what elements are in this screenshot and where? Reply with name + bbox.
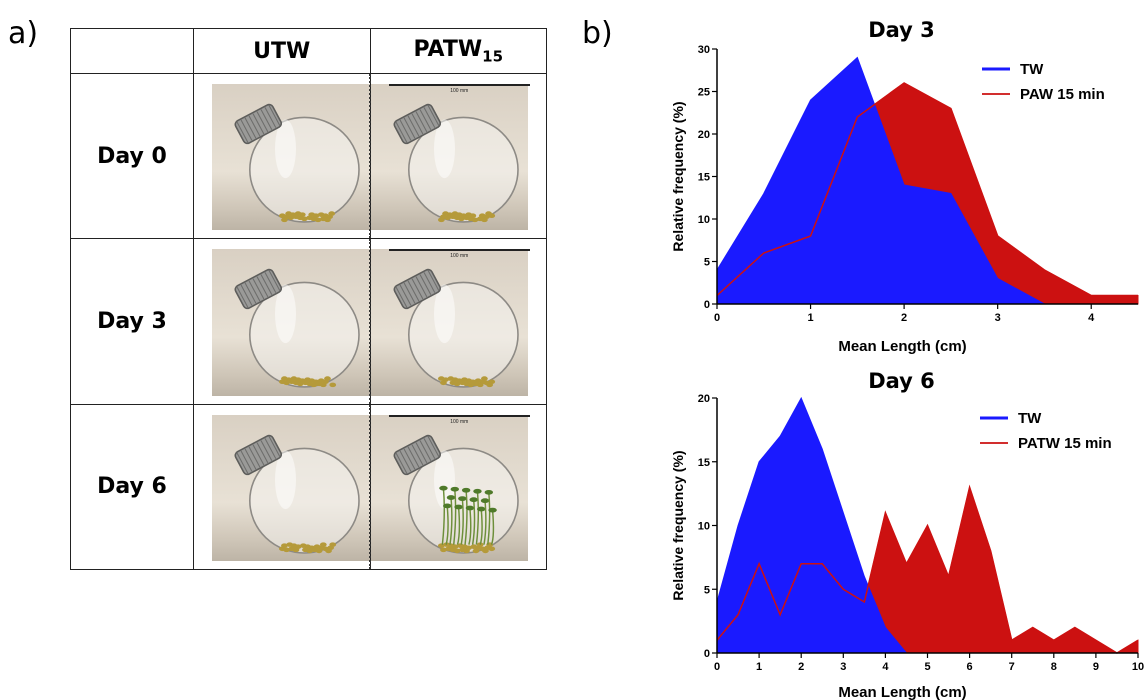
row-label-day3: Day 3 [70, 238, 194, 405]
jar-illustration [392, 103, 519, 223]
chart2-x-tick-label: 2 [798, 661, 804, 673]
dotted-divider [368, 239, 371, 404]
table-row-day3: Day 3 100 mm [70, 238, 547, 405]
chart2-x-tick-label: 3 [840, 661, 846, 673]
panel-a-label: a) [8, 16, 39, 51]
scale-bar: 100 mm [388, 414, 530, 429]
dotted-divider [368, 404, 371, 569]
photo-patw-day3: 100 mm [368, 238, 547, 405]
chart1-y-tick-label: 5 [704, 257, 710, 269]
photo-patw-day0: 100 mm [368, 72, 547, 240]
photo-utw-day3 [193, 238, 371, 405]
chart1-x-axis-label: Mean Length (cm) [838, 338, 966, 355]
chart1-x-tick-label: 4 [1088, 312, 1095, 324]
chart2-y-tick-label: 5 [704, 584, 710, 596]
jar-illustration [234, 434, 360, 554]
jar-illustration [392, 269, 519, 389]
chart1-y-tick-label: 25 [698, 87, 710, 99]
table-row-day0: Day 0 100 mm [70, 72, 547, 240]
chart2-x-axis-label: Mean Length (cm) [838, 684, 966, 700]
chart2-x-tick-label: 0 [714, 661, 720, 673]
scale-bar: 100 mm [388, 84, 530, 98]
dotted-divider [368, 74, 371, 239]
chart2-title: Day 6 [868, 369, 935, 393]
jar-illustration [234, 103, 360, 223]
chart1-x-tick-label: 2 [901, 312, 907, 324]
row-label-day0: Day 0 [70, 72, 194, 240]
chart2-x-tick-label: 7 [1009, 661, 1015, 673]
chart2-y-tick-label: 10 [698, 521, 710, 533]
scale-bar-text: 100 mm [450, 88, 469, 94]
jar-photo-utw-day3 [212, 249, 370, 396]
chart1-y-tick-label: 10 [698, 214, 710, 226]
row-label-day6: Day 6 [70, 403, 194, 571]
chart2-series-patw-line [716, 484, 1139, 654]
chart1-legend-label-tw: TW [1020, 61, 1044, 78]
photo-grid: UTW PATW15 Day 0 100 mm Day 3 100 mm Day… [70, 28, 547, 571]
jar-photo-utw-day0 [212, 84, 370, 231]
chart2-x-tick-label: 1 [756, 661, 762, 673]
chart1-y-tick-label: 0 [704, 299, 710, 311]
photo-utw-day6 [193, 403, 371, 571]
jar-illustration [234, 269, 360, 389]
chart1-y-tick-label: 20 [698, 129, 710, 141]
jar-photo-patw-day6 [370, 414, 528, 561]
chart1-legend-label-patw: PAW 15 min [1020, 86, 1105, 103]
table-header-corner [70, 28, 194, 74]
scale-bar-text: 100 mm [450, 418, 469, 425]
table-row-day6: Day 6 100 mm [70, 403, 547, 571]
photo-table: UTW PATW15 Day 0 100 mm Day 3 100 mm Day… [70, 28, 547, 571]
chart2-x-tick-label: 9 [1093, 661, 1099, 673]
chart2-x-tick-label: 6 [967, 661, 973, 673]
chart2-legend-label-patw: PATW 15 min [1018, 435, 1112, 452]
chart1-y-tick-label: 30 [698, 44, 710, 56]
chart1-x-tick-label: 3 [995, 312, 1001, 324]
jar-photo-patw-day0 [370, 84, 528, 231]
jar-photo-utw-day6 [212, 414, 370, 561]
panel-b-label: b) [582, 16, 613, 51]
chart1-title: Day 3 [868, 18, 935, 42]
chart2-x-tick-label: 10 [1132, 661, 1144, 673]
chart2-x-tick-label: 5 [924, 661, 930, 673]
chart2-y-tick-label: 20 [698, 393, 710, 405]
jar-illustration [392, 434, 519, 554]
photo-patw-day6: 100 mm [368, 403, 547, 571]
patw-header-subscript: 15 [482, 47, 504, 66]
chart2-y-tick-label: 0 [704, 648, 710, 660]
chart1-y-tick-label: 15 [698, 172, 710, 184]
chart1-x-tick-label: 1 [807, 312, 813, 324]
chart2-x-tick-label: 8 [1051, 661, 1057, 673]
chart2-x-tick-label: 4 [882, 661, 889, 673]
jar-photo-patw-day3 [370, 249, 528, 396]
scale-bar-text: 100 mm [450, 253, 469, 260]
chart1-y-axis-label: Relative frequency (%) [670, 101, 686, 251]
chart2-y-tick-label: 15 [698, 457, 710, 469]
patw-header-text: PATW [413, 36, 483, 62]
chart2-y-axis-label: Relative frequency (%) [670, 450, 686, 600]
table-header-patw: PATW15 [369, 28, 547, 74]
scale-bar: 100 mm [388, 249, 530, 263]
chart2-legend-label-tw: TW [1018, 410, 1042, 427]
chart1-series-patw-line [716, 82, 1138, 297]
chart1-x-tick-label: 0 [714, 312, 720, 324]
